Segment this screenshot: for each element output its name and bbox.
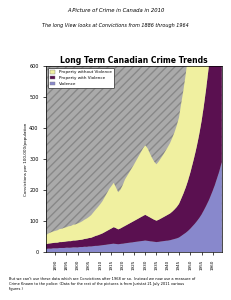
Legend: Property without Violence, Property with Violence, Violence: Property without Violence, Property with…: [48, 68, 114, 88]
Title: Long Term Canadian Crime Trends: Long Term Canadian Crime Trends: [60, 56, 208, 65]
Y-axis label: Convictions per 100,000/population: Convictions per 100,000/population: [24, 122, 28, 196]
Text: But we can't use these data which are Convictions after 1968 or so.  Instead we : But we can't use these data which are Co…: [9, 278, 195, 291]
Text: A Picture of Crime in Canada in 2010: A Picture of Crime in Canada in 2010: [67, 8, 164, 13]
Text: The long View looks at Convictions from 1886 through 1964: The long View looks at Convictions from …: [42, 22, 189, 28]
